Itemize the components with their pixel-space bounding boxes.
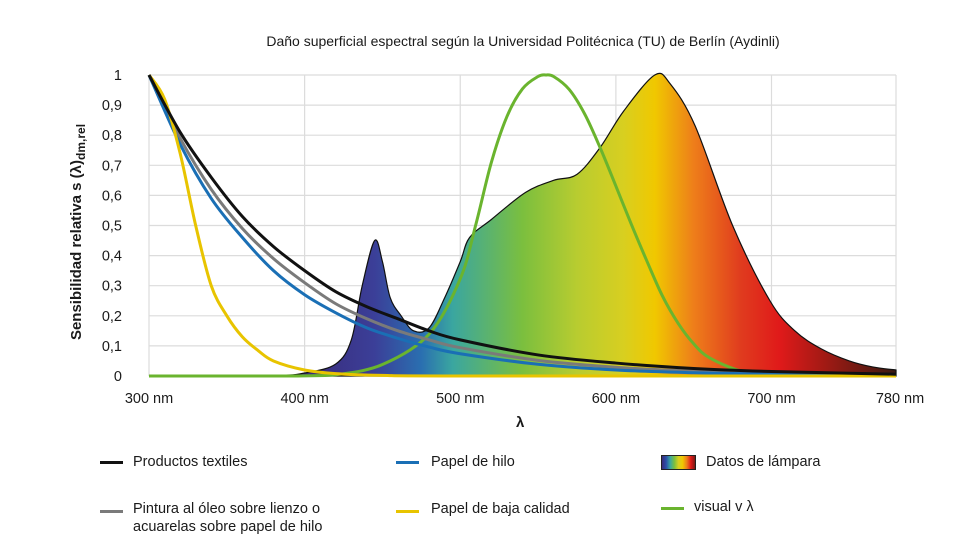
y-tick-label: 1 — [114, 68, 122, 84]
legend-swatch-pintura — [100, 510, 123, 513]
x-tick-label: 500 nm — [436, 391, 484, 407]
y-tick-label: 0 — [114, 369, 122, 385]
legend-label-pintura-line1: Pintura al óleo sobre lienzo o — [133, 501, 321, 517]
legend-swatch-visual — [661, 507, 684, 510]
series-papel-de-hilo-line — [147, 74, 897, 377]
y-tick-label: 0,4 — [102, 249, 122, 265]
y-tick-label: 0,1 — [102, 339, 122, 355]
legend-label-visual: visual v λ — [694, 499, 754, 515]
legend-swatch-baja-calidad — [396, 510, 419, 513]
legend-label-papel-hilo: Papel de hilo — [431, 454, 515, 470]
series-visual-v-line — [148, 73, 897, 378]
legend-label-pintura: Pintura al óleo sobre lienzo o acuarelas … — [133, 500, 322, 536]
y-tick-label: 0,2 — [102, 309, 122, 325]
series-productos-textiles-line — [147, 74, 897, 376]
legend-label-lampara: Datos de lámpara — [706, 454, 821, 470]
legend-label-textiles: Productos textiles — [133, 454, 248, 470]
legend-swatch-lampara — [661, 455, 696, 470]
legend-label-pintura-line2: acuarelas sobre papel de hilo — [133, 519, 323, 535]
x-tick-label: 600 nm — [592, 391, 640, 407]
x-tick-label: 700 nm — [747, 391, 795, 407]
legend-label-baja-calidad: Papel de baja calidad — [431, 501, 570, 517]
y-tick-label: 0,5 — [102, 219, 122, 235]
y-tick-label: 0,3 — [102, 279, 122, 295]
series-pintura-al-leo-sobre-lienzo-o-acuarelas-sobre-papel-de-hilo-line — [147, 74, 897, 377]
x-axis-label: λ — [516, 414, 525, 431]
series-datos-de-l-mpara-area — [148, 72, 897, 377]
chart-title: Daño superficial espectral según la Univ… — [266, 33, 780, 49]
x-tick-label: 300 nm — [125, 391, 173, 407]
y-tick-label: 0,8 — [102, 128, 122, 144]
y-tick-label: 0,7 — [102, 158, 122, 174]
y-tick-label: 0,9 — [102, 98, 122, 114]
legend-swatch-textiles — [100, 461, 123, 464]
series-papel-de-baja-calidad-line — [147, 74, 896, 378]
y-tick-label: 0,6 — [102, 188, 122, 204]
x-tick-label: 400 nm — [280, 391, 328, 407]
legend-swatch-papel-hilo — [396, 461, 419, 464]
x-tick-label: 780 nm — [876, 391, 924, 407]
